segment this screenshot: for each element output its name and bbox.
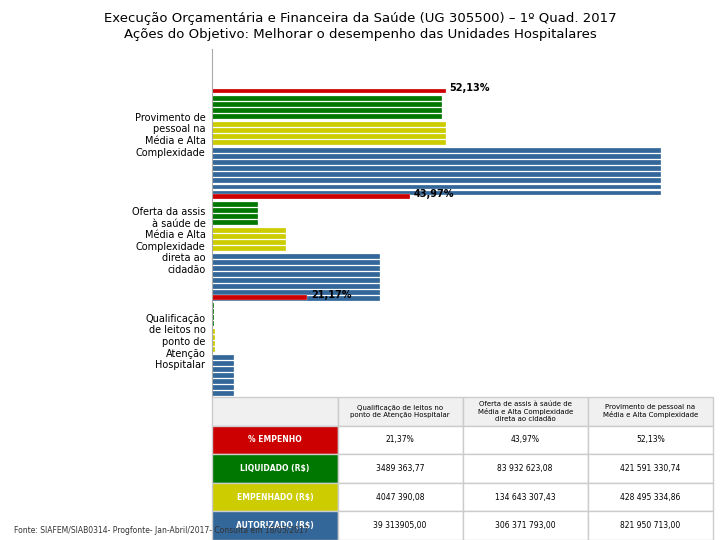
Bar	[212, 160, 661, 165]
Bar	[212, 347, 215, 352]
Bar	[212, 202, 258, 207]
Bar	[212, 114, 442, 119]
Bar	[212, 341, 215, 346]
Bar	[212, 272, 379, 277]
Bar	[212, 109, 442, 113]
Bar	[212, 260, 379, 265]
Text: Execução Orçamentária e Financeira da Saúde (UG 305500) – 1º Quad. 2017: Execução Orçamentária e Financeira da Sa…	[104, 12, 616, 25]
Bar	[212, 134, 446, 139]
Bar	[212, 329, 215, 334]
Text: 52,13%: 52,13%	[450, 83, 490, 93]
Bar	[212, 228, 286, 233]
Bar	[212, 303, 215, 308]
Bar	[212, 128, 446, 133]
Bar	[212, 254, 379, 259]
Text: 43,97%: 43,97%	[413, 189, 454, 199]
Bar	[212, 379, 234, 384]
Bar	[212, 240, 286, 245]
Bar	[212, 208, 258, 213]
Bar	[212, 148, 661, 153]
Bar	[212, 172, 661, 177]
Bar	[212, 122, 446, 127]
Bar	[212, 278, 379, 283]
Bar	[212, 214, 258, 219]
Bar	[212, 191, 661, 195]
Bar	[212, 392, 234, 396]
Bar	[212, 309, 215, 314]
Bar	[212, 284, 379, 289]
Bar	[212, 296, 379, 301]
Text: Ações do Objetivo: Melhorar o desempenho das Unidades Hospitalares: Ações do Objetivo: Melhorar o desempenho…	[124, 28, 596, 41]
Bar	[212, 373, 234, 378]
Bar	[212, 321, 215, 326]
Bar	[212, 367, 234, 372]
Bar	[212, 220, 258, 225]
Bar	[212, 385, 234, 390]
Bar	[212, 234, 286, 239]
Bar	[212, 185, 661, 190]
Bar	[212, 397, 234, 402]
Bar	[212, 102, 442, 107]
Bar	[212, 291, 379, 295]
Text: 21,17%: 21,17%	[311, 290, 351, 300]
Bar	[212, 166, 661, 171]
Bar	[212, 154, 661, 159]
Bar	[212, 355, 234, 360]
Bar	[212, 361, 234, 366]
Bar	[212, 315, 215, 320]
Bar	[212, 295, 307, 300]
Bar	[212, 140, 446, 145]
Bar	[212, 178, 661, 184]
Bar	[212, 266, 379, 271]
Bar	[212, 246, 286, 251]
Bar	[212, 96, 442, 101]
Bar	[212, 89, 446, 93]
Bar	[212, 335, 215, 340]
Text: Fonte: SIAFEM/SIAB0314- Progfonte- Jan-Abril/2017- Consulta em 18/05/2017: Fonte: SIAFEM/SIAB0314- Progfonte- Jan-A…	[14, 525, 309, 535]
Bar	[212, 194, 410, 199]
